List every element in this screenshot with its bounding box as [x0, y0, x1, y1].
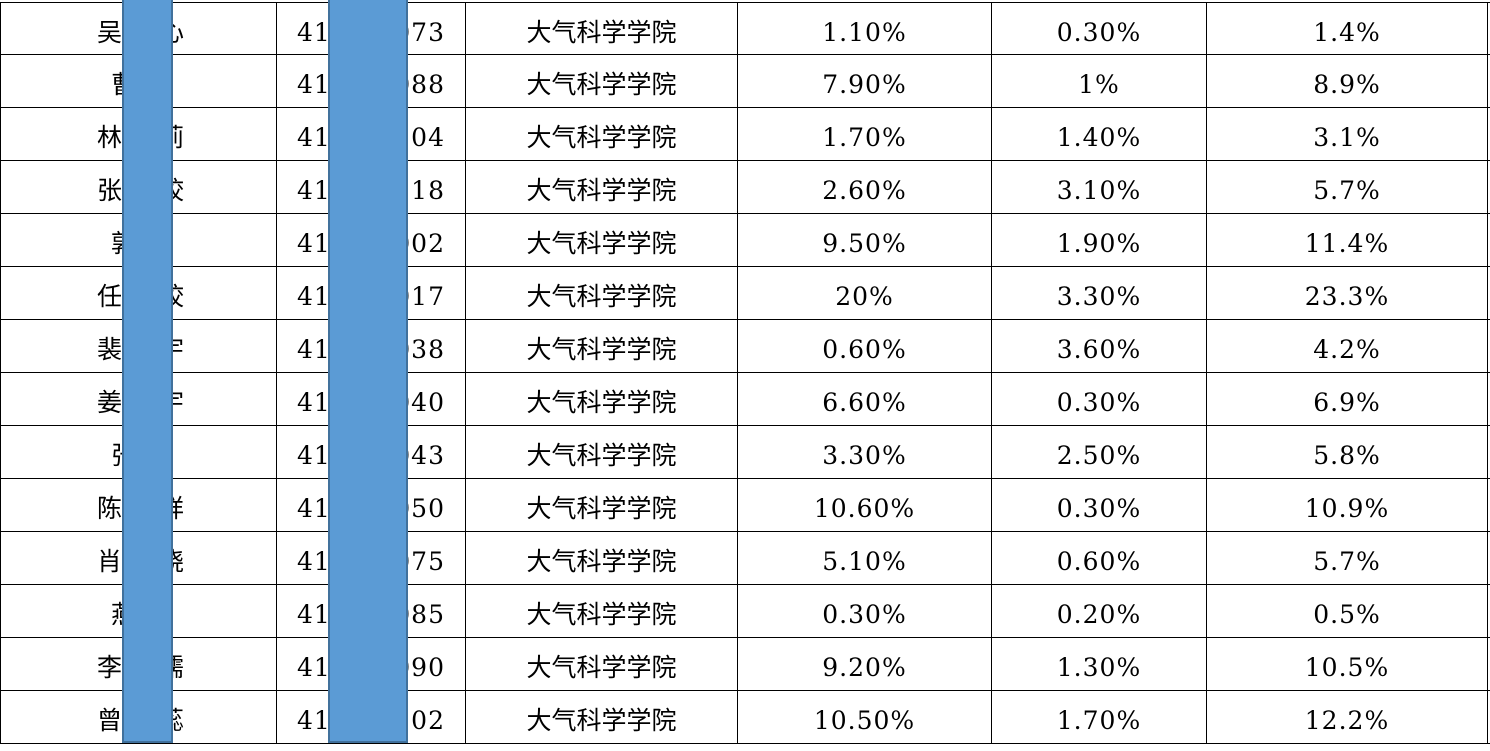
college-cell[interactable]: 大气科学学院 — [466, 585, 738, 638]
total-cell[interactable]: 1.4% — [1207, 3, 1488, 56]
value-a-cell[interactable]: 5.10% — [738, 532, 992, 585]
value-b-cell[interactable]: 0.30% — [992, 479, 1207, 532]
total-cell[interactable]: 4.2% — [1207, 320, 1488, 373]
id-prefix: 41 — [297, 229, 331, 258]
total-cell[interactable]: 23.3% — [1207, 267, 1488, 320]
redaction-box-id — [328, 0, 408, 743]
value-a-cell[interactable]: 10.50% — [738, 691, 992, 744]
id-prefix: 41 — [297, 494, 331, 523]
value-b-cell[interactable]: 1.30% — [992, 638, 1207, 691]
table-row: 姜 宇 41 040 大气科学学院 6.60% 0.30% 6.9% — [0, 373, 1490, 426]
id-prefix: 41 — [297, 441, 331, 470]
name-left: 肖 — [97, 547, 123, 576]
value-b-cell[interactable]: 0.60% — [992, 532, 1207, 585]
total-cell[interactable]: 8.9% — [1207, 55, 1488, 108]
id-prefix: 41 — [297, 600, 331, 629]
total-cell[interactable]: 10.5% — [1207, 638, 1488, 691]
college-cell[interactable]: 大气科学学院 — [466, 267, 738, 320]
value-b-cell[interactable]: 1.40% — [992, 108, 1207, 161]
table-row: 曾 蕊 41 102 大气科学学院 10.50% 1.70% 12.2% — [0, 691, 1490, 744]
value-b-cell[interactable]: 1% — [992, 55, 1207, 108]
table-row: 李 儒 41 090 大气科学学院 9.20% 1.30% 10.5% — [0, 638, 1490, 691]
id-prefix: 41 — [297, 653, 331, 682]
table-row: 肖 晓 41 075 大气科学学院 5.10% 0.60% 5.7% — [0, 532, 1490, 585]
college-cell[interactable]: 大气科学学院 — [466, 691, 738, 744]
table-row: 陈 祥 41 050 大气科学学院 10.60% 0.30% 10.9% — [0, 479, 1490, 532]
name-left: 吴 — [97, 18, 123, 47]
value-a-cell[interactable]: 9.20% — [738, 638, 992, 691]
total-cell[interactable]: 10.9% — [1207, 479, 1488, 532]
table-row: 郭 41 002 大气科学学院 9.50% 1.90% 11.4% — [0, 214, 1490, 267]
redaction-box-name — [122, 0, 173, 743]
value-a-cell[interactable]: 2.60% — [738, 161, 992, 214]
id-prefix: 41 — [297, 70, 331, 99]
name-left: 曾 — [97, 706, 123, 735]
value-b-cell[interactable]: 0.30% — [992, 373, 1207, 426]
name-left: 陈 — [97, 494, 123, 523]
table-row: 张 姣 41 118 大气科学学院 2.60% 3.10% 5.7% — [0, 161, 1490, 214]
id-prefix: 41 — [297, 282, 331, 311]
college-cell[interactable]: 大气科学学院 — [466, 214, 738, 267]
college-cell[interactable]: 大气科学学院 — [466, 55, 738, 108]
value-b-cell[interactable]: 3.60% — [992, 320, 1207, 373]
table-row: 林 莉 41 104 大气科学学院 1.70% 1.40% 3.1% — [0, 108, 1490, 161]
name-left: 裴 — [97, 335, 123, 364]
value-b-cell[interactable]: 1.70% — [992, 691, 1207, 744]
table-row: 吴 心 41 073 大气科学学院 1.10% 0.30% 1.4% — [0, 2, 1490, 56]
college-cell[interactable]: 大气科学学院 — [466, 373, 738, 426]
total-cell[interactable]: 0.5% — [1207, 585, 1488, 638]
name-left: 姜 — [97, 388, 123, 417]
total-cell[interactable]: 11.4% — [1207, 214, 1488, 267]
id-prefix: 41 — [297, 18, 331, 47]
college-cell[interactable]: 大气科学学院 — [466, 108, 738, 161]
total-cell[interactable]: 12.2% — [1207, 691, 1488, 744]
name-left: 林 — [97, 123, 123, 152]
college-cell[interactable]: 大气科学学院 — [466, 426, 738, 479]
table-row: 任 姣 41 017 大气科学学院 20% 3.30% 23.3% — [0, 267, 1490, 320]
value-a-cell[interactable]: 0.60% — [738, 320, 992, 373]
total-cell[interactable]: 6.9% — [1207, 373, 1488, 426]
id-prefix: 41 — [297, 335, 331, 364]
college-cell[interactable]: 大气科学学院 — [466, 638, 738, 691]
value-b-cell[interactable]: 3.30% — [992, 267, 1207, 320]
total-cell[interactable]: 5.7% — [1207, 161, 1488, 214]
value-a-cell[interactable]: 3.30% — [738, 426, 992, 479]
value-a-cell[interactable]: 20% — [738, 267, 992, 320]
name-left: 任 — [97, 282, 123, 311]
college-cell[interactable]: 大气科学学院 — [466, 532, 738, 585]
value-a-cell[interactable]: 7.90% — [738, 55, 992, 108]
table-row: 裴 宇 41 038 大气科学学院 0.60% 3.60% 4.2% — [0, 320, 1490, 373]
value-a-cell[interactable]: 1.70% — [738, 108, 992, 161]
value-a-cell[interactable]: 1.10% — [738, 3, 992, 56]
table-row: 燕 41 085 大气科学学院 0.30% 0.20% 0.5% — [0, 585, 1490, 638]
college-cell[interactable]: 大气科学学院 — [466, 320, 738, 373]
total-cell[interactable]: 3.1% — [1207, 108, 1488, 161]
college-cell[interactable]: 大气科学学院 — [466, 161, 738, 214]
name-left: 张 — [97, 176, 123, 205]
value-a-cell[interactable]: 6.60% — [738, 373, 992, 426]
value-b-cell[interactable]: 0.30% — [992, 3, 1207, 56]
name-left: 李 — [97, 653, 123, 682]
value-a-cell[interactable]: 10.60% — [738, 479, 992, 532]
value-b-cell[interactable]: 2.50% — [992, 426, 1207, 479]
value-b-cell[interactable]: 1.90% — [992, 214, 1207, 267]
id-prefix: 41 — [297, 176, 331, 205]
value-a-cell[interactable]: 9.50% — [738, 214, 992, 267]
total-cell[interactable]: 5.8% — [1207, 426, 1488, 479]
value-a-cell[interactable]: 0.30% — [738, 585, 992, 638]
id-prefix: 41 — [297, 388, 331, 417]
id-prefix: 41 — [297, 547, 331, 576]
college-cell[interactable]: 大气科学学院 — [466, 479, 738, 532]
value-b-cell[interactable]: 3.10% — [992, 161, 1207, 214]
table-row: 张 41 043 大气科学学院 3.30% 2.50% 5.8% — [0, 426, 1490, 479]
value-b-cell[interactable]: 0.20% — [992, 585, 1207, 638]
college-cell[interactable]: 大气科学学院 — [466, 3, 738, 56]
id-prefix: 41 — [297, 123, 331, 152]
id-prefix: 41 — [297, 706, 331, 735]
table-row: 曹 41 088 大气科学学院 7.90% 1% 8.9% — [0, 55, 1490, 108]
total-cell[interactable]: 5.7% — [1207, 532, 1488, 585]
